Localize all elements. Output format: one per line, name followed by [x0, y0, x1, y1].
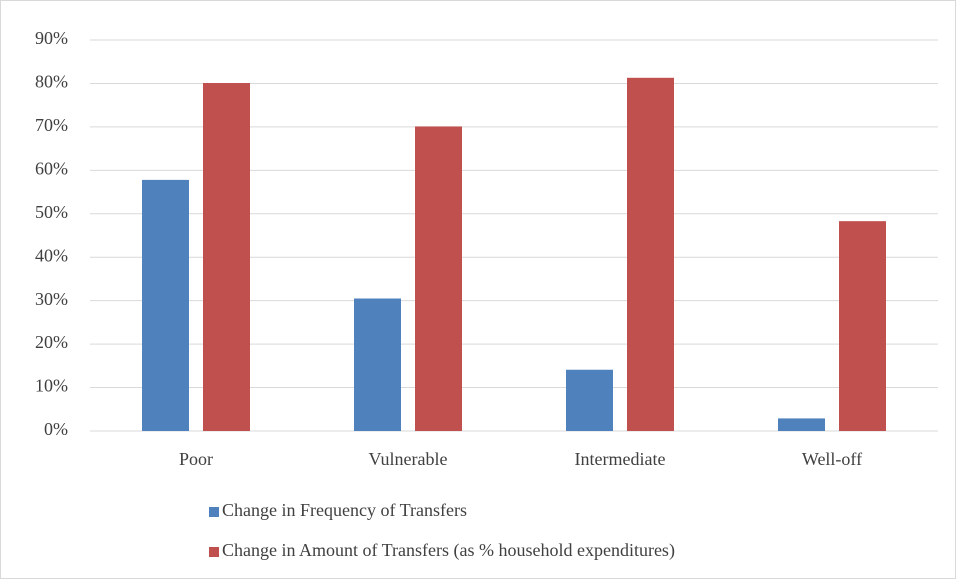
y-tick-label: 80% — [35, 72, 68, 92]
bar — [142, 179, 189, 431]
y-tick-label: 90% — [35, 28, 68, 48]
legend-swatch — [209, 507, 219, 517]
bar — [839, 221, 886, 431]
bar — [778, 418, 825, 431]
bar — [203, 83, 250, 431]
bar — [354, 298, 401, 431]
y-tick-label: 40% — [35, 245, 68, 265]
y-tick-label: 60% — [35, 158, 68, 178]
y-tick-label: 10% — [35, 376, 68, 396]
y-tick-label: 50% — [35, 202, 68, 222]
x-tick-label: Vulnerable — [369, 449, 448, 469]
legend-swatch — [209, 547, 219, 557]
legend-label: Change in Frequency of Transfers — [222, 500, 467, 520]
legend-label: Change in Amount of Transfers (as % hous… — [222, 540, 675, 561]
y-tick-label: 30% — [35, 289, 68, 309]
bar — [627, 77, 674, 432]
x-tick-label: Intermediate — [575, 449, 666, 469]
y-tick-label: 70% — [35, 115, 68, 135]
x-tick-label: Well-off — [802, 449, 862, 469]
x-tick-label: Poor — [179, 449, 213, 469]
y-tick-label: 0% — [44, 419, 68, 439]
bar — [415, 126, 462, 432]
bar — [566, 369, 613, 431]
y-tick-label: 20% — [35, 332, 68, 352]
